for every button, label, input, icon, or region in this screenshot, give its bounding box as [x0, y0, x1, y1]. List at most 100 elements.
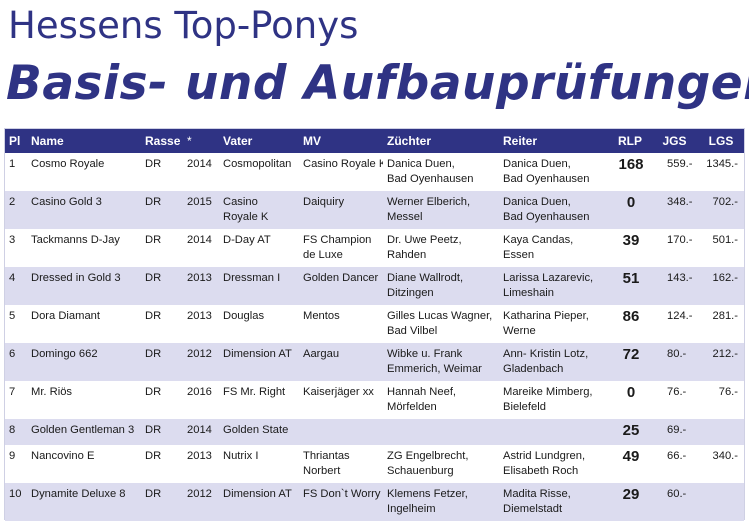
cell-reiter: Danica Duen, Bad Oyenhausen	[499, 153, 609, 191]
table-header-row: Pl Name Rasse * Vater MV Züchter Reiter …	[5, 129, 744, 153]
cell-reiter: Danica Duen, Bad Oyenhausen	[499, 191, 609, 229]
cell-reiter-line: Werne	[503, 325, 536, 337]
table-row: 5 Dora Diamant DR 2013 Douglas Mentos Gilles L…	[5, 305, 744, 343]
cell-mv-line: Daiquiry	[303, 196, 345, 208]
cell-pl: 6	[9, 348, 16, 360]
cell-rasse: DR	[145, 158, 162, 170]
cell-vater-line: Dimension AT	[223, 488, 292, 500]
cell-mv: Casino Royale K	[299, 153, 383, 191]
header-name: Name	[31, 134, 64, 148]
cell-vater: Dimension AT	[219, 343, 299, 381]
cell-rlp: 0	[626, 384, 636, 401]
table-row: 6 Domingo 662 DR 2012 Dimension AT Aargau Wibk…	[5, 343, 744, 381]
cell-year: 2014	[187, 158, 212, 170]
table-row: 7 Mr. Riös DR 2016 FS Mr. Right Kaiserjäger x…	[5, 381, 744, 419]
cell-zuechter-line: Klemens Fetzer,	[387, 488, 468, 500]
cell-rlp: 51	[622, 270, 640, 287]
cell-reiter-line: Essen	[503, 249, 535, 261]
cell-zuechter: Dr. Uwe Peetz, Rahden	[383, 229, 499, 267]
cell-jgs: 60.-	[667, 488, 687, 500]
cell-vater: Cosmopolitan	[219, 153, 299, 191]
cell-reiter-line: Bielefeld	[503, 401, 546, 413]
cell-zuechter-line: Schauenburg	[387, 465, 454, 477]
cell-reiter-line: Larissa Lazarevic,	[503, 272, 594, 284]
cell-vater: Golden State	[219, 419, 299, 445]
cell-jgs: 348.-	[667, 196, 693, 208]
cell-rlp: 25	[622, 422, 640, 439]
cell-lgs: 162.-	[712, 272, 739, 284]
table-row: 3 Tackmanns D-Jay DR 2014 D-Day AT FS Champio…	[5, 229, 744, 267]
cell-jgs: 124.-	[667, 310, 693, 322]
cell-zuechter	[383, 419, 499, 445]
cell-year: 2014	[187, 424, 212, 436]
cell-rlp: 29	[622, 486, 640, 503]
cell-pl: 1	[9, 158, 16, 170]
cell-zuechter-line: Gilles Lucas Wagner,	[387, 310, 493, 322]
cell-mv: FS Champion de Luxe	[299, 229, 383, 267]
cell-zuechter-line: Danica Duen,	[387, 158, 455, 170]
cell-reiter: Astrid Lundgren, Elisabeth Roch	[499, 445, 609, 483]
cell-pl: 7	[9, 386, 16, 398]
cell-zuechter-line: Werner Elberich,	[387, 196, 471, 208]
table-row: 1 Cosmo Royale DR 2014 Cosmopolitan Casino Ro…	[5, 153, 744, 191]
cell-vater-line: Nutrix I	[223, 450, 259, 462]
header-zuechter: Züchter	[387, 134, 432, 148]
cell-vater: Casino Royale K	[219, 191, 299, 229]
cell-mv: Golden Dancer	[299, 267, 383, 305]
cell-jgs: 143.-	[667, 272, 693, 284]
cell-rasse: DR	[145, 310, 162, 322]
cell-year: 2013	[187, 272, 212, 284]
cell-pl: 3	[9, 234, 16, 246]
cell-zuechter: Wibke u. Frank Emmerich, Weimar	[383, 343, 499, 381]
cell-reiter-line: Bad Oyenhausen	[503, 173, 590, 185]
cell-reiter-line: Diemelstadt	[503, 503, 563, 515]
cell-mv: Aargau	[299, 343, 383, 381]
cell-name: Mr. Riös	[31, 386, 73, 398]
cell-rasse: DR	[145, 488, 162, 500]
cell-mv	[299, 419, 383, 445]
cell-reiter-line: Ann- Kristin Lotz,	[503, 348, 589, 360]
results-table-container: Pl Name Rasse * Vater MV Züchter Reiter …	[4, 128, 745, 521]
cell-zuechter-line: Ingelheim	[387, 503, 436, 515]
cell-name: Casino Gold 3	[31, 196, 102, 208]
cell-mv: Mentos	[299, 305, 383, 343]
cell-zuechter-line: Rahden	[387, 249, 427, 261]
cell-year: 2014	[187, 234, 212, 246]
cell-year: 2013	[187, 310, 212, 322]
cell-mv-line: Golden Dancer	[303, 272, 379, 284]
cell-zuechter: ZG Engelbrecht, Schauenburg	[383, 445, 499, 483]
cell-vater: Nutrix I	[219, 445, 299, 483]
cell-lgs: 501.-	[712, 234, 739, 246]
table-body: 1 Cosmo Royale DR 2014 Cosmopolitan Casino Ro…	[5, 153, 744, 521]
cell-mv-line: Norbert	[303, 465, 341, 477]
cell-mv-line: Kaiserjäger xx	[303, 386, 374, 398]
cell-mv-line: Thriantas	[303, 450, 350, 462]
cell-pl: 5	[9, 310, 16, 322]
cell-reiter: Madita Risse, Diemelstadt	[499, 483, 609, 521]
cell-reiter-line: Kaya Candas,	[503, 234, 574, 246]
cell-name: Golden Gentleman 3	[31, 424, 135, 436]
cell-reiter: Katharina Pieper, Werne	[499, 305, 609, 343]
cell-rasse: DR	[145, 196, 162, 208]
cell-reiter-line: Gladenbach	[503, 363, 564, 375]
cell-lgs	[698, 419, 744, 445]
cell-vater-line: Douglas	[223, 310, 265, 322]
cell-year: 2013	[187, 450, 212, 462]
cell-rasse: DR	[145, 272, 162, 284]
cell-mv: Thriantas Norbert	[299, 445, 383, 483]
results-table: Pl Name Rasse * Vater MV Züchter Reiter …	[5, 129, 744, 521]
cell-year: 2012	[187, 348, 212, 360]
cell-zuechter-line: Hannah Neef,	[387, 386, 457, 398]
header-year: *	[187, 134, 192, 148]
cell-name: Nancovino E	[31, 450, 95, 462]
cell-rlp: 49	[622, 448, 640, 465]
cell-reiter-line: Elisabeth Roch	[503, 465, 579, 477]
cell-vater: Douglas	[219, 305, 299, 343]
cell-mv-line: FS Champion	[303, 234, 372, 246]
cell-mv: Daiquiry	[299, 191, 383, 229]
cell-vater-line: Casino	[223, 196, 258, 208]
heading-subtitle: Basis- und Aufbauprüfungen	[6, 56, 749, 111]
cell-reiter: Mareike Mimberg, Bielefeld	[499, 381, 609, 419]
cell-zuechter-line: Wibke u. Frank	[387, 348, 463, 360]
header-vater: Vater	[223, 134, 253, 148]
